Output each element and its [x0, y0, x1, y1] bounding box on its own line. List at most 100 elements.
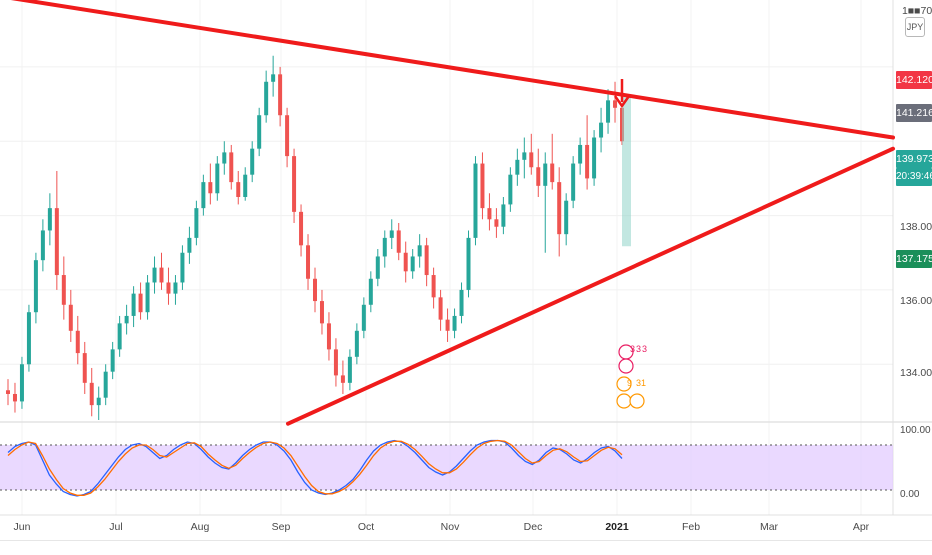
x-label-sep: Sep — [271, 521, 291, 533]
currency-badge[interactable]: JPY — [905, 17, 925, 37]
candle-body — [68, 304, 73, 331]
candle-body — [12, 393, 17, 402]
x-label-feb: Feb — [681, 521, 701, 533]
candle-body — [19, 364, 24, 402]
candle-body — [299, 211, 304, 246]
trendlines[interactable] — [0, 0, 895, 426]
x-label-nov: Nov — [440, 521, 460, 533]
candle-body — [410, 256, 415, 272]
candle-body — [606, 100, 611, 123]
candle-body — [187, 237, 192, 253]
candle-body — [613, 100, 618, 108]
candle-body — [166, 282, 171, 294]
candle-body — [208, 182, 213, 194]
candle-body — [40, 230, 45, 261]
arrow-head-icon — [613, 95, 631, 108]
candle-body — [536, 167, 541, 186]
candle-body — [445, 319, 450, 331]
candle-body — [138, 293, 143, 313]
candle-body — [257, 115, 262, 149]
crosshair-price-label: 141.216 — [896, 104, 932, 122]
candle-body — [368, 278, 373, 305]
candle-body — [466, 237, 471, 290]
candle-body — [438, 297, 443, 320]
candle-body — [564, 200, 569, 235]
candle-body — [271, 74, 276, 82]
event-badge-icon — [629, 393, 645, 409]
candle-body — [480, 163, 485, 209]
candle-body — [382, 237, 387, 257]
candle-body — [243, 174, 248, 197]
candle-body — [47, 208, 52, 231]
oscillator-k-line — [7, 439, 623, 497]
candle-body — [131, 293, 136, 316]
high-price-label: 142.120 — [896, 71, 932, 89]
candle-body — [159, 267, 164, 283]
candle-body — [61, 275, 66, 305]
candle-body — [215, 163, 220, 194]
y-tick-134: 134.000 — [900, 367, 932, 379]
candle-body — [515, 159, 520, 175]
low-price-label: 137.175 — [896, 250, 932, 268]
x-label-2021: 2021 — [605, 521, 629, 533]
oscillator-d-line — [7, 439, 623, 496]
candle-body — [424, 245, 429, 276]
candle-body — [145, 282, 150, 313]
candle-body — [54, 208, 59, 276]
candle-body — [431, 275, 436, 298]
candle-body — [375, 256, 380, 279]
candle-body — [82, 353, 87, 383]
x-label-mar: Mar — [759, 521, 779, 533]
candle-body — [229, 152, 234, 183]
event-badges: 3 3 3 9 31 — [616, 344, 647, 409]
candle-body — [585, 144, 590, 179]
candle-body — [459, 289, 464, 316]
y-tick-138: 138.000 — [900, 221, 932, 233]
candle-body — [319, 301, 324, 324]
candle-body — [124, 315, 129, 324]
event-badge-icon — [616, 376, 632, 392]
candle-body — [173, 282, 178, 294]
candle-body — [222, 152, 227, 164]
candle-body — [487, 208, 492, 220]
candle-body — [278, 74, 283, 116]
upper-resistance-trendline — [10, 0, 895, 140]
candle-body — [333, 349, 338, 376]
candle-body — [592, 137, 597, 179]
markers: 3 3 3 9 31 — [613, 79, 647, 409]
candle-body — [473, 163, 478, 238]
candle-body — [543, 163, 548, 186]
x-label-aug: Aug — [190, 521, 210, 533]
candle-body — [347, 356, 352, 383]
candle-body — [501, 204, 506, 227]
candle-body — [494, 219, 499, 227]
candle-body — [75, 330, 80, 354]
candle-body — [313, 278, 317, 302]
candle-body — [285, 115, 290, 157]
event-badge-label: 3 — [630, 344, 635, 354]
candle-body — [180, 252, 185, 283]
candle-body — [201, 182, 206, 209]
projection-box — [622, 96, 631, 247]
candle-body — [292, 156, 297, 212]
candle-body — [396, 230, 401, 253]
candle-body — [354, 330, 359, 357]
x-label-apr: Apr — [852, 521, 870, 533]
x-label-jun: Jun — [13, 521, 31, 533]
bottom-bar — [0, 540, 932, 551]
y-tick-top: 1■■70 — [902, 5, 932, 17]
oscillator-pane — [0, 439, 893, 497]
candle-body — [250, 148, 255, 175]
candle-body — [96, 397, 101, 406]
candle-body — [6, 390, 10, 394]
event-badge-label: 31 — [636, 378, 646, 388]
candle-body — [557, 182, 562, 235]
event-badge-icon — [616, 393, 632, 409]
candle-body — [529, 152, 534, 168]
x-label-oct: Oct — [357, 521, 375, 533]
candle-body — [194, 208, 199, 238]
candle-body — [452, 315, 457, 331]
candle-body — [340, 375, 345, 383]
candle-body — [264, 81, 269, 116]
